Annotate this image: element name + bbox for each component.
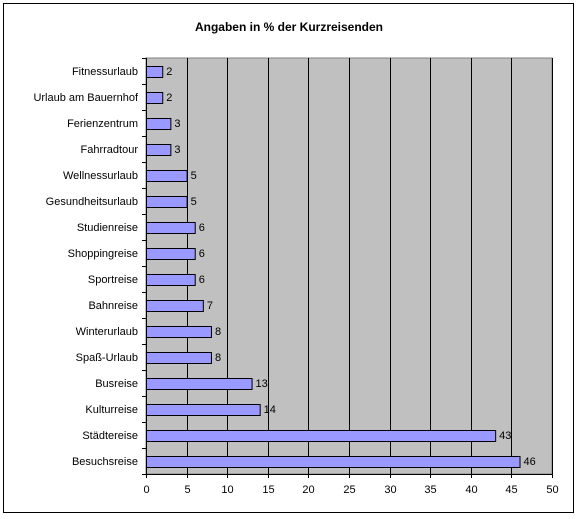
bar [146, 378, 253, 390]
x-tick-label: 15 [262, 484, 274, 496]
category-label: Ferienzentrum [67, 118, 138, 130]
bar [146, 456, 521, 468]
bar [146, 196, 188, 208]
category-label: Urlaub am Bauernhof [33, 92, 139, 104]
x-tick-label: 40 [465, 484, 477, 496]
category-label: Besuchsreise [72, 456, 138, 468]
bar [146, 118, 172, 130]
x-tick-label: 35 [424, 484, 436, 496]
x-tick-label: 25 [343, 484, 355, 496]
x-tick-label: 5 [184, 484, 190, 496]
data-label: 13 [256, 378, 268, 390]
x-tick-label: 10 [221, 484, 233, 496]
data-label: 8 [215, 326, 221, 338]
category-label: Städtereise [82, 430, 138, 442]
data-label: 3 [174, 144, 180, 156]
category-label: Kulturreise [85, 404, 138, 416]
bar [146, 144, 172, 156]
category-label: Studienreise [77, 222, 138, 234]
bar [146, 170, 188, 182]
bar [146, 248, 196, 260]
category-label: Shoppingreise [68, 248, 138, 260]
category-label: Spaß-Urlaub [76, 352, 138, 364]
data-label: 5 [191, 196, 197, 208]
data-label: 2 [166, 66, 172, 78]
category-label: Wellnessurlaub [63, 170, 138, 182]
category-label: Fitnessurlaub [72, 66, 138, 78]
bar [146, 352, 212, 364]
category-label: Gesundheitsurlaub [46, 196, 138, 208]
x-tick-label: 50 [546, 484, 558, 496]
data-label: 6 [199, 222, 205, 234]
data-label: 8 [215, 352, 221, 364]
x-tick-label: 45 [505, 484, 517, 496]
bar [146, 300, 204, 312]
data-label: 46 [524, 456, 536, 468]
chart-frame: Angaben in % der Kurzreisenden 0 5 10 15 20 2… [3, 3, 574, 513]
bar-chart: Angaben in % der Kurzreisenden 0 5 10 15 20 2… [33, 20, 559, 496]
data-label: 14 [264, 404, 276, 416]
x-tick-label: 0 [143, 484, 149, 496]
bar [146, 430, 497, 442]
data-label: 3 [174, 118, 180, 130]
bar [146, 274, 196, 286]
data-label: 6 [199, 248, 205, 260]
data-label: 6 [199, 274, 205, 286]
category-label: Sportreise [88, 274, 138, 286]
x-tick-label: 20 [302, 484, 314, 496]
bar [146, 66, 164, 78]
category-label: Fahrradtour [81, 144, 139, 156]
chart-title: Angaben in % der Kurzreisenden [195, 20, 383, 34]
bar [146, 326, 212, 338]
category-label: Bahnreise [88, 300, 138, 312]
bar [146, 404, 261, 416]
category-label: Winterurlaub [76, 326, 138, 338]
category-label: Busreise [95, 378, 138, 390]
data-label: 43 [499, 430, 511, 442]
data-label: 5 [191, 170, 197, 182]
x-tick-label: 30 [384, 484, 396, 496]
bar [146, 222, 196, 234]
data-label: 2 [166, 92, 172, 104]
data-label: 7 [207, 300, 213, 312]
bar [146, 92, 164, 104]
